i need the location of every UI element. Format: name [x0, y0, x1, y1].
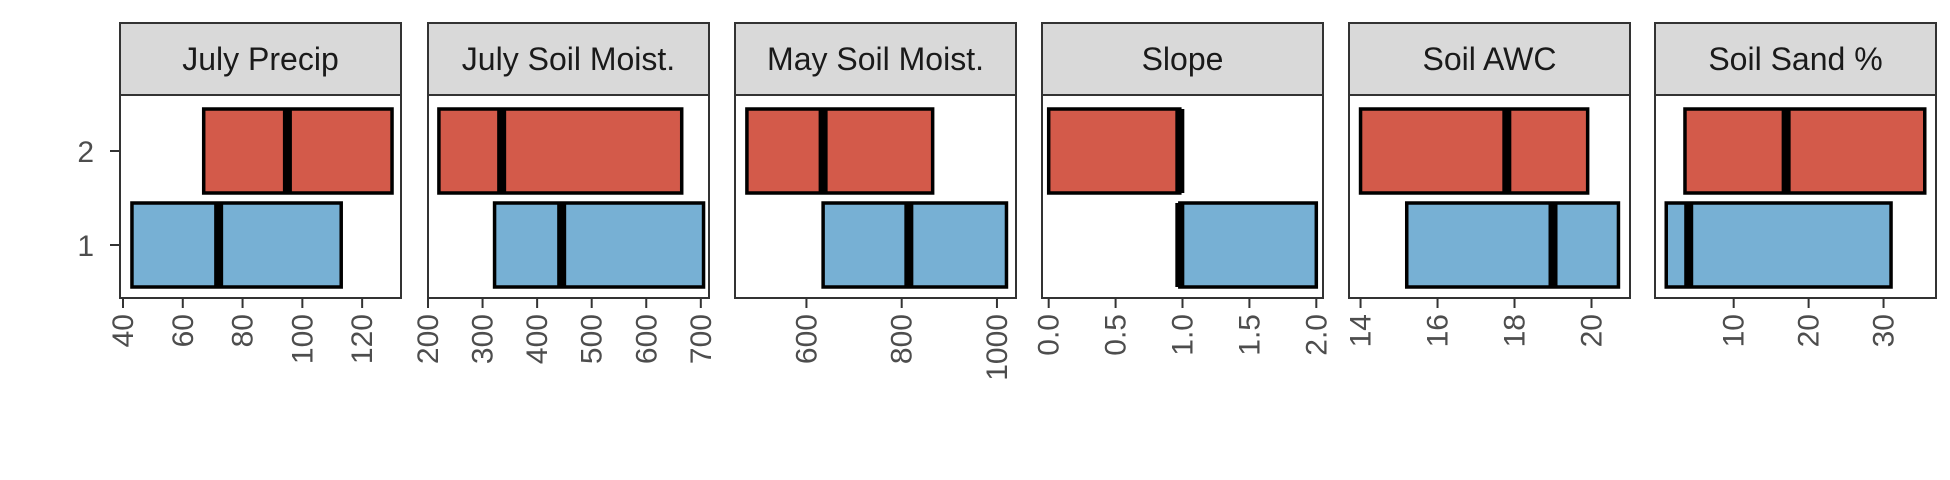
facet-strip [1654, 22, 1937, 96]
facet-strip [1348, 22, 1631, 96]
x-tick-label: 20 [1576, 314, 1609, 347]
facet-panel: May Soil Moist. 600 800 1000 [734, 22, 1017, 381]
x-tick-label: 1.5 [1233, 314, 1266, 356]
x-tick-label: 600 [790, 314, 823, 364]
box-group-1 [821, 201, 1009, 289]
box-group-1 [492, 201, 706, 289]
x-tick-label: 18 [1499, 314, 1532, 347]
x-tick-label: 16 [1422, 314, 1455, 347]
x-tick-label: 60 [167, 314, 200, 347]
x-tick-label: 600 [630, 314, 663, 364]
x-tick-label: 0.5 [1100, 314, 1133, 356]
x-tick-label: 1.0 [1167, 314, 1200, 356]
x-tick-label: 1000 [981, 314, 1014, 381]
box-group-1 [1404, 201, 1621, 289]
facet-title: July Precip [182, 41, 339, 77]
box-group-2 [1683, 107, 1927, 195]
x-tick-label: 0.0 [1033, 314, 1066, 356]
y-tick-label: 2 [77, 136, 94, 169]
box-group-1 [1664, 201, 1893, 289]
y-tick-label: 1 [77, 230, 94, 263]
box-group-2 [437, 107, 684, 195]
facet-strip [119, 22, 402, 96]
box-group-2 [1046, 107, 1182, 195]
x-tick-label: 20 [1793, 314, 1826, 347]
box-group-1 [130, 201, 343, 289]
x-tick-label: 10 [1718, 314, 1751, 347]
x-tick-label: 40 [107, 314, 140, 347]
box-group-2 [745, 107, 935, 195]
facet-panel: July Soil Moist. 200 300 400 500 600 700 [412, 22, 718, 364]
facet-panel: Soil Sand % 10 20 30 [1654, 22, 1937, 347]
facet-title: Soil AWC [1423, 41, 1557, 77]
x-tick-label: 500 [576, 314, 609, 364]
facet-title: Soil Sand % [1708, 41, 1882, 77]
facet-panel: July Precip 40 60 80 100 120 [107, 22, 402, 364]
x-tick-label: 30 [1868, 314, 1901, 347]
box-group-1 [1178, 201, 1319, 289]
facet-title: July Soil Moist. [462, 41, 675, 77]
x-tick-label: 100 [286, 314, 319, 364]
x-tick-label: 14 [1345, 314, 1378, 347]
x-tick-label: 200 [412, 314, 445, 364]
x-tick-label: 80 [227, 314, 260, 347]
x-tick-label: 120 [346, 314, 379, 364]
x-tick-label: 2.0 [1300, 314, 1333, 356]
facet-panel: Soil AWC 14 16 18 20 [1345, 22, 1631, 347]
x-tick-label: 400 [521, 314, 554, 364]
x-tick-label: 300 [467, 314, 500, 364]
facet-title: Slope [1142, 41, 1224, 77]
facet-panels: July Precip 40 60 80 100 120 July Soil Moist. 2… [107, 22, 1937, 381]
facet-title: May Soil Moist. [767, 41, 984, 77]
box-group-2 [201, 107, 394, 195]
facet-panel: Slope 0.0 0.5 1.0 1.5 2.0 [1033, 22, 1333, 356]
y-axis: 12 [77, 136, 120, 263]
facet-strip [734, 22, 1017, 96]
x-tick-label: 800 [886, 314, 919, 364]
x-tick-label: 700 [685, 314, 718, 364]
box-group-2 [1358, 107, 1590, 195]
